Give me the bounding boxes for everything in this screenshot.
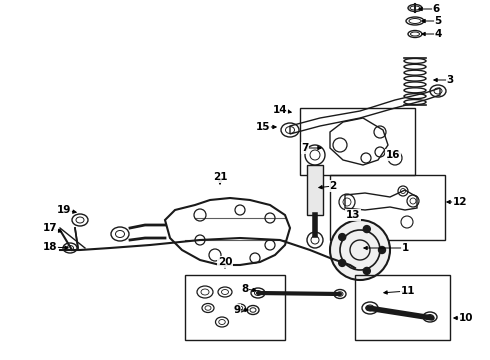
Bar [300,108,415,175]
Text: 16: 16 [386,150,400,160]
Bar [330,175,445,240]
Text: 13: 13 [346,210,360,220]
Text: 21: 21 [213,172,227,182]
Circle shape [363,267,370,274]
Text: 10: 10 [459,313,473,323]
Circle shape [339,234,346,240]
Circle shape [363,226,370,233]
Text: 9: 9 [233,305,241,315]
Text: 20: 20 [218,257,232,267]
Text: 11: 11 [401,286,415,296]
Text: 1: 1 [401,243,409,253]
Text: 7: 7 [301,143,309,153]
Text: 19: 19 [57,205,71,215]
Text: 17: 17 [43,223,57,233]
Text: 6: 6 [432,4,440,14]
Bar [355,275,450,340]
Bar [307,165,323,215]
Text: 8: 8 [242,284,248,294]
Text: 5: 5 [434,16,441,26]
Text: 14: 14 [273,105,287,115]
Text: 15: 15 [256,122,270,132]
Bar [185,275,285,340]
Text: 12: 12 [453,197,467,207]
Circle shape [339,260,346,266]
Text: 3: 3 [446,75,454,85]
Text: 18: 18 [43,242,57,252]
Circle shape [330,220,390,280]
Text: 2: 2 [329,181,337,191]
Text: 4: 4 [434,29,441,39]
Circle shape [378,247,386,253]
